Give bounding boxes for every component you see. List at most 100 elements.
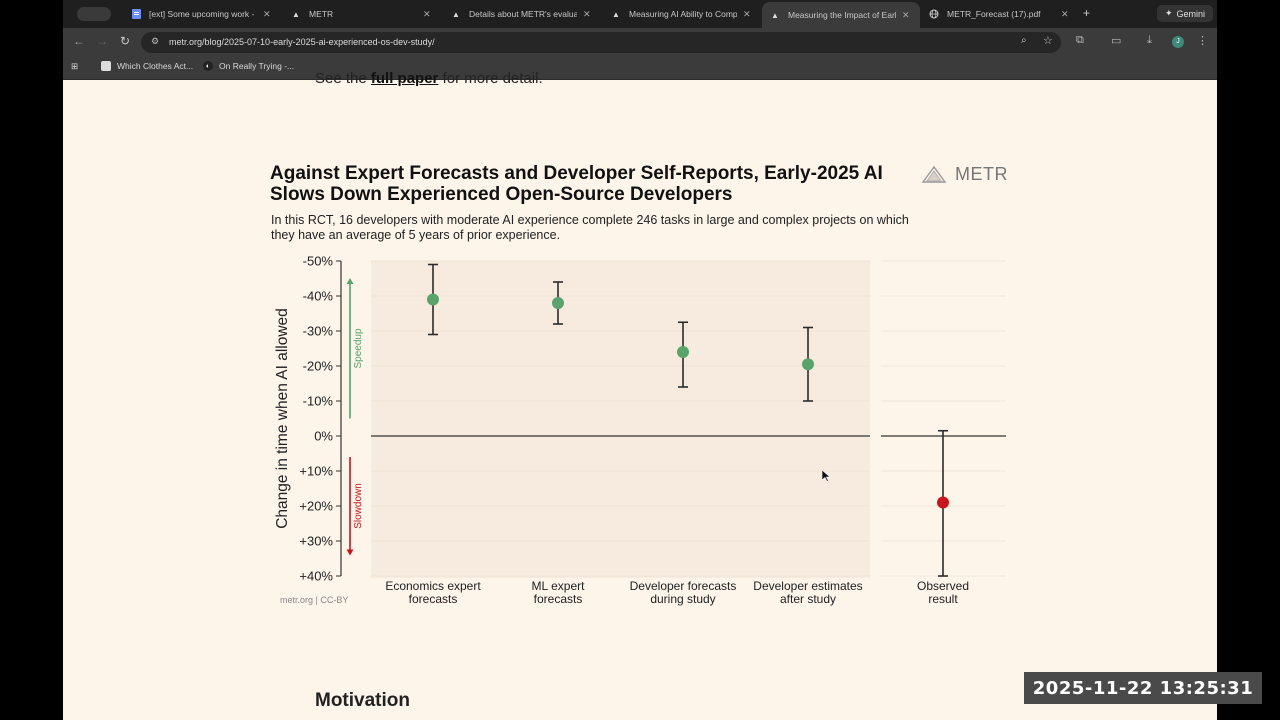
tab-strip: [ext] Some upcoming work - ✕ ▲ METR ✕ ▲ … [63,0,1217,28]
plot-panel-forecasts [371,261,870,578]
close-icon[interactable]: ✕ [902,9,910,20]
menu-kebab-icon[interactable]: ⋮ [1197,35,1208,47]
tab-measuring-ai-ability[interactable]: ▲ Measuring AI Ability to Comp ✕ [603,4,761,24]
speedup-arrow-icon [346,278,354,284]
reload-icon[interactable]: ↻ [120,34,131,48]
y-tick-label: +10% [299,464,333,479]
timestamp-overlay: 2025-11-22 13:25:31 [1024,672,1262,704]
x-category-label: result [928,592,958,606]
figure-subtitle: In this RCT, 16 developers with moderate… [271,213,909,242]
close-icon[interactable]: ✕ [423,8,431,19]
x-category-label: after study [780,592,836,606]
docs-icon [131,9,141,19]
cast-icon[interactable]: ▭ [1111,35,1122,47]
forecast-vs-observed-chart: -50% -40% -30% -20% -10% 0% +10% +20% +30% +40% Ch… [274,254,1006,606]
y-tick-label: -10% [303,394,334,409]
section-heading-motivation: Motivation [315,690,410,711]
tab-measuring-impact-early[interactable]: ▲ Measuring the Impact of Earl ✕ [762,2,920,28]
tab-label: Measuring the Impact of Earl [788,10,896,20]
previous-paragraph: See the full paper for more detail. [315,70,543,87]
y-tick-label: -50% [303,254,334,269]
y-tick-label: +20% [299,499,333,514]
gemini-button[interactable]: ✦ Gemini [1157,5,1213,22]
data-point [552,297,564,309]
metr-icon: ▲ [612,9,620,19]
x-category-label: forecasts [534,592,583,606]
speedup-label: Speedup [353,328,364,368]
close-icon[interactable]: ✕ [263,8,271,19]
slowdown-label: Slowdown [353,483,364,529]
tab-metr-forecast-pdf[interactable]: METR_Forecast (17).pdf ✕ [921,4,1079,24]
x-category-label: Observed [917,579,969,593]
metr-logo: METR [921,164,1008,185]
close-icon[interactable]: ✕ [743,8,751,19]
y-tick-label: +40% [299,569,333,584]
bookmark-label: On Really Trying -... [219,61,295,71]
site-info-icon[interactable]: ⚙ [151,36,160,46]
bookmark-label: Which Clothes Act... [117,61,194,71]
y-tick-label: +30% [299,534,333,549]
prev-text-before: See the [315,70,371,87]
profile-avatar[interactable]: J [1172,36,1184,48]
tab-label: METR [309,9,334,19]
globe-icon [929,9,939,19]
tab-ext-upcoming-work[interactable]: [ext] Some upcoming work - ✕ [123,4,281,24]
tab-label: Measuring AI Ability to Comp [629,9,737,19]
zoom-icon[interactable]: ⌕ [1021,35,1027,46]
bookmark-favicon-icon [101,61,111,71]
bookmarks-bar: ⊞ Which Clothes Act... ◐ On Really Tryin… [63,56,1217,80]
back-arrow-icon[interactable]: ← [73,34,85,48]
data-point [677,346,689,358]
gemini-label: Gemini [1176,8,1206,19]
close-icon[interactable]: ✕ [583,8,591,19]
tab-label: [ext] Some upcoming work - [149,9,255,19]
x-category-label: forecasts [409,592,458,606]
apps-grid-icon[interactable]: ⊞ [71,61,79,71]
tab-search-button[interactable] [77,7,111,21]
metr-logo-text: METR [955,164,1008,184]
close-icon[interactable]: ✕ [1061,8,1069,19]
download-icon[interactable]: ⤓ [1147,34,1152,46]
address-bar[interactable]: ⚙ metr.org/blog/2025-07-10-early-2025-ai… [141,32,1061,53]
metr-icon: ▲ [452,9,460,19]
new-tab-plus-icon[interactable]: + [1083,6,1091,20]
data-point [937,496,949,509]
tab-label: METR_Forecast (17).pdf [947,9,1041,19]
x-category-label: Developer estimates [753,579,862,593]
bookmark-which-clothes[interactable]: Which Clothes Act... [101,61,193,71]
y-axis-label: Change in time when AI allowed [274,308,291,529]
x-category-label: Developer forecasts [630,579,737,593]
y-tick-label: -20% [303,359,334,374]
extensions-icon[interactable]: ⧉ [1076,34,1084,46]
sparkle-icon: ✦ [1164,8,1173,18]
bookmark-on-really-trying[interactable]: ◐ On Really Trying -... [203,61,294,71]
chart-credit: metr.org | CC-BY [280,595,348,605]
data-point [802,358,814,371]
data-point [427,293,439,306]
y-tick-label: -40% [303,289,334,304]
tab-label: Details about METR's evalua [469,9,577,19]
x-category-label: Economics expert [385,579,481,593]
page-content: See the full paper for more detail. Agai… [63,70,1217,720]
forward-arrow-icon[interactable]: → [96,34,108,48]
metr-icon: ▲ [292,9,300,19]
slowdown-arrow-icon [346,549,354,556]
y-tick-label: 0% [314,429,333,444]
mouse-cursor-icon [822,470,830,482]
tab-details-metr-evaluation[interactable]: ▲ Details about METR's evalua ✕ [443,4,601,24]
figure-title: Against Expert Forecasts and Developer S… [270,163,883,205]
metr-icon: ▲ [771,10,779,20]
tab-metr[interactable]: ▲ METR ✕ [283,4,441,24]
browser-window: [ext] Some upcoming work - ✕ ▲ METR ✕ ▲ … [63,0,1217,720]
y-tick-label: -30% [303,324,334,339]
browser-toolbar: ← → ↻ ⚙ metr.org/blog/2025-07-10-early-2… [63,28,1217,56]
metr-logo-icon [921,165,947,183]
url-text[interactable]: metr.org/blog/2025-07-10-early-2025-ai-e… [169,37,435,47]
prev-text-after: for more detail. [438,70,543,87]
x-category-label: ML expert [532,579,586,593]
bookmark-favicon-icon: ◐ [203,61,213,71]
x-category-label: during study [650,592,715,606]
full-paper-link[interactable]: full paper [370,70,439,87]
bookmark-star-icon[interactable]: ☆ [1043,35,1053,47]
